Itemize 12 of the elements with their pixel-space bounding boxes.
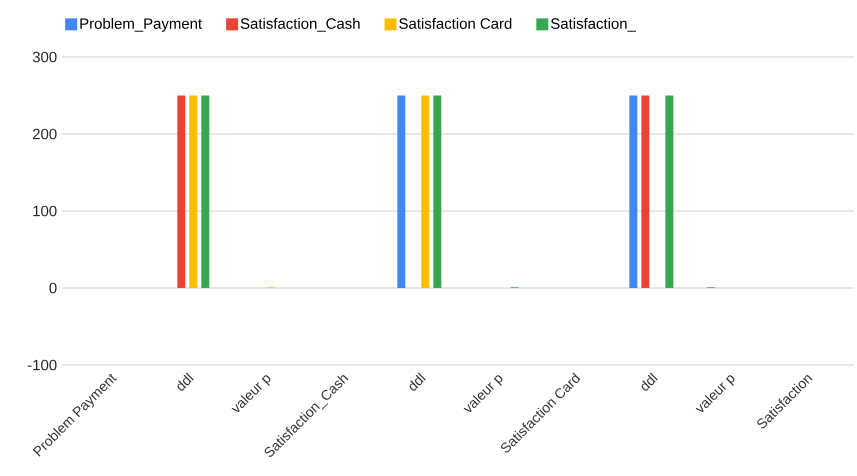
y-tick-label: -100 bbox=[28, 360, 57, 370]
x-tick-label: ddl bbox=[410, 372, 426, 391]
legend-label: Satisfaction_Cash bbox=[240, 18, 360, 32]
legend-label: Problem_Payment bbox=[80, 18, 202, 32]
legend-label: Satisfaction_ bbox=[550, 18, 636, 32]
y-tick-label: 300 bbox=[32, 52, 57, 62]
y-tick-label: 0 bbox=[49, 282, 57, 294]
y-tick-label: 100 bbox=[33, 206, 57, 216]
x-tick-label: ddl bbox=[178, 372, 194, 391]
y-tick-label: 200 bbox=[32, 128, 57, 140]
legend-label: Satisfaction Card bbox=[399, 18, 512, 29]
x-tick-label: ddl bbox=[642, 372, 658, 391]
